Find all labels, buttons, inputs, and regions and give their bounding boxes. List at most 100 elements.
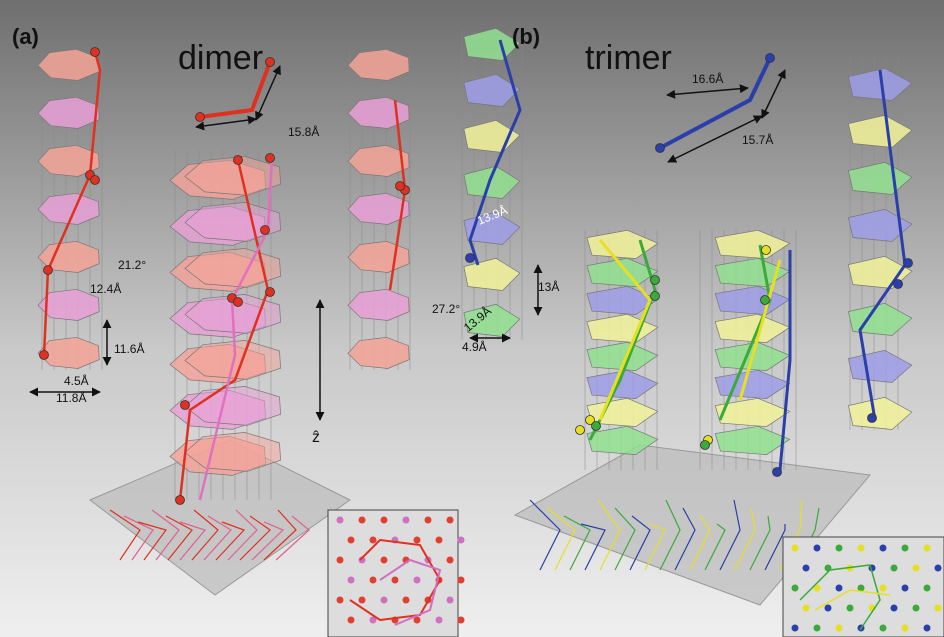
annotation: 15.7Å <box>742 132 773 147</box>
site <box>381 597 388 604</box>
site <box>847 605 854 612</box>
atom <box>466 254 475 263</box>
annotation: 4.5Å <box>64 373 89 388</box>
annotation: 16.6Å <box>692 71 723 86</box>
site <box>370 577 377 584</box>
atom <box>894 280 903 289</box>
site <box>447 597 454 604</box>
site <box>803 565 810 572</box>
site <box>359 517 366 524</box>
site <box>348 577 355 584</box>
site <box>924 625 931 632</box>
panel-label: (a) <box>12 24 39 49</box>
annotation: 21.2° <box>118 258 146 272</box>
atom <box>761 296 770 305</box>
atom <box>656 144 665 153</box>
site <box>913 605 920 612</box>
atom <box>91 176 100 185</box>
site <box>825 605 832 612</box>
site <box>814 625 821 632</box>
site <box>403 517 410 524</box>
atom <box>44 266 53 275</box>
site <box>935 605 942 612</box>
site <box>337 597 344 604</box>
atom <box>762 246 771 255</box>
site <box>348 617 355 624</box>
site <box>458 617 465 624</box>
annotation: 12.4Å <box>90 281 121 296</box>
atom <box>576 426 585 435</box>
site <box>403 597 410 604</box>
site <box>348 537 355 544</box>
site <box>902 625 909 632</box>
site <box>836 545 843 552</box>
atom <box>266 154 275 163</box>
site <box>458 537 465 544</box>
annotation: 15.8Å <box>288 124 319 139</box>
site <box>792 585 799 592</box>
atom <box>592 422 601 431</box>
site <box>359 597 366 604</box>
atom <box>176 496 185 505</box>
atom <box>261 226 270 235</box>
atom <box>701 441 710 450</box>
site <box>425 517 432 524</box>
atom <box>234 298 243 307</box>
panel-title: dimer <box>178 39 263 77</box>
atom <box>651 292 660 301</box>
site <box>414 577 421 584</box>
site <box>902 585 909 592</box>
site <box>836 585 843 592</box>
site <box>902 545 909 552</box>
site <box>392 577 399 584</box>
site <box>436 537 443 544</box>
atom <box>396 182 405 191</box>
site <box>803 605 810 612</box>
annotation: 13Å <box>538 279 559 294</box>
site <box>370 537 377 544</box>
annotation: 11.8Å <box>56 390 86 405</box>
annotation: 11.6Å <box>114 341 144 356</box>
site <box>458 577 465 584</box>
site <box>880 585 887 592</box>
panel-label: (b) <box>512 24 540 49</box>
atom <box>868 414 877 423</box>
site <box>337 517 344 524</box>
site <box>381 517 388 524</box>
site <box>880 625 887 632</box>
site <box>447 517 454 524</box>
site <box>880 545 887 552</box>
atom <box>266 58 275 67</box>
figure: (a) dimer 15.8Å 21.2° 12.4Å 11.6Å 4.5Å 1… <box>0 0 944 637</box>
atom <box>181 401 190 410</box>
site <box>447 557 454 564</box>
panel-title: trimer <box>585 39 672 77</box>
site <box>924 545 931 552</box>
site <box>935 565 942 572</box>
site <box>792 625 799 632</box>
atom <box>91 48 100 57</box>
site <box>891 565 898 572</box>
site <box>337 557 344 564</box>
site <box>792 545 799 552</box>
site <box>924 585 931 592</box>
annotation: 27.2° <box>432 302 460 316</box>
site <box>814 545 821 552</box>
atom <box>651 276 660 285</box>
atom <box>196 113 205 122</box>
site <box>381 557 388 564</box>
atom <box>40 351 49 360</box>
axis-label: ẑ <box>312 429 320 446</box>
site <box>414 537 421 544</box>
site <box>891 605 898 612</box>
annotation: 4.9Å <box>462 339 487 354</box>
site <box>836 625 843 632</box>
site <box>436 617 443 624</box>
site <box>913 565 920 572</box>
atom <box>904 259 913 268</box>
atom <box>766 54 775 63</box>
site <box>858 545 865 552</box>
atom <box>773 468 782 477</box>
atom <box>234 156 243 165</box>
atom <box>266 288 275 297</box>
